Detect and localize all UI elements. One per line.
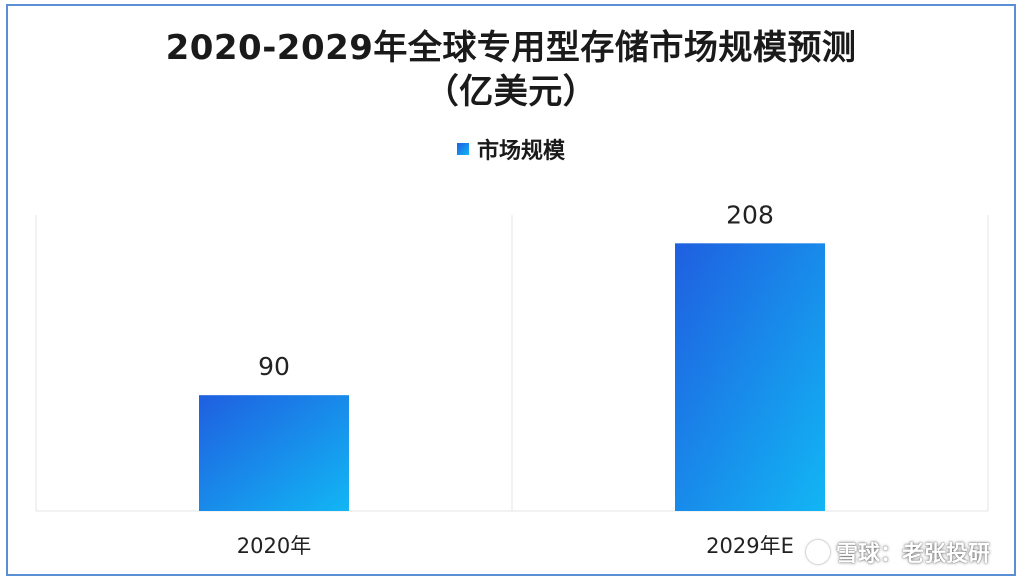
bar-0 xyxy=(199,395,349,511)
legend-label: 市场规模 xyxy=(476,139,565,164)
data-label-0: 90 xyxy=(258,352,290,381)
snowball-logo-icon xyxy=(805,540,830,564)
legend-swatch xyxy=(456,143,469,155)
category-dividers xyxy=(35,215,989,512)
legend: 市场规模 xyxy=(0,133,1022,165)
x-tick-label-0: 2020年 xyxy=(237,534,311,558)
bar-1 xyxy=(675,243,825,511)
chart-title: 2020-2029年全球专用型存储市场规模预测 xyxy=(165,28,857,68)
x-tick-label-1: 2029年E xyxy=(706,534,794,558)
data-label-1: 208 xyxy=(726,200,774,229)
data-labels-group: 90 208 xyxy=(258,200,774,381)
chart-frame xyxy=(6,4,1016,576)
chart-subtitle: （亿美元） xyxy=(424,72,598,112)
x-tick-labels-group: 2020年 2029年E xyxy=(237,534,794,558)
bars-group xyxy=(199,243,825,511)
watermark-text: 雪球：老张投研 xyxy=(835,542,990,567)
watermark: 雪球：老张投研 xyxy=(805,536,990,568)
